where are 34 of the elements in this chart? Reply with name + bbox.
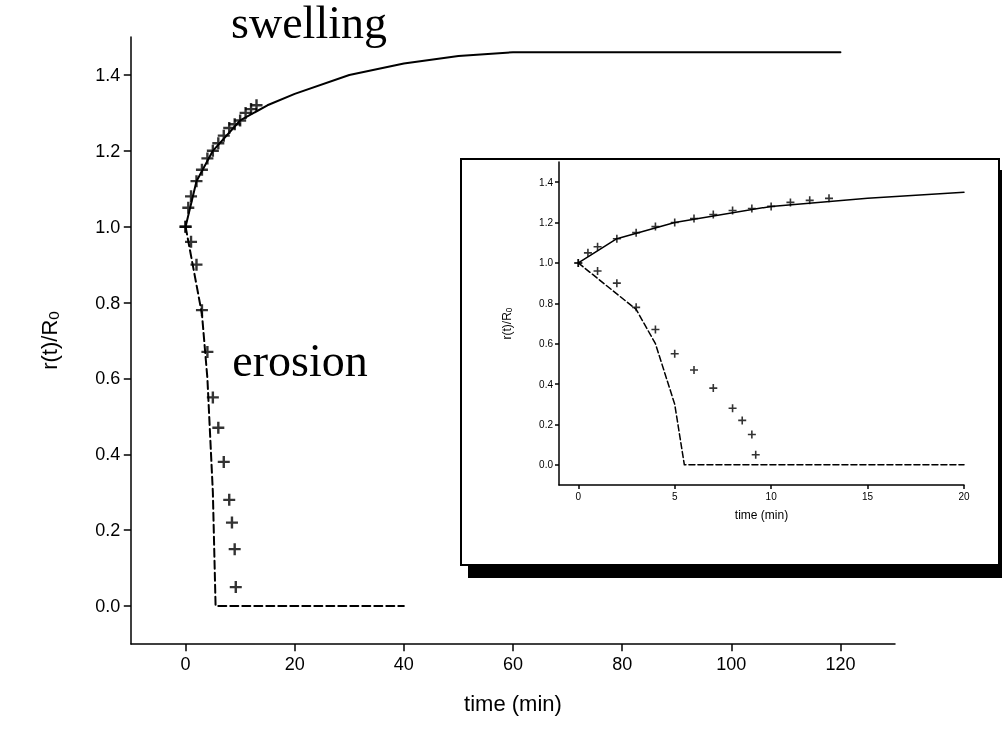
y-axis-title: r(t)/R0 bbox=[499, 307, 514, 340]
y-tick-label: 0.2 bbox=[95, 520, 121, 541]
x-tick-label: 10 bbox=[765, 490, 778, 502]
x-tick-label: 120 bbox=[825, 653, 856, 674]
y-tick-label: 0.6 bbox=[95, 368, 121, 389]
x-axis-title: time (min) bbox=[734, 508, 789, 522]
y-tick-label: 0.8 bbox=[95, 292, 121, 313]
x-tick-label: 5 bbox=[671, 490, 678, 502]
y-tick-label: 0.2 bbox=[539, 418, 554, 430]
x-axis-title: time (min) bbox=[464, 690, 562, 716]
x-tick-label: 15 bbox=[862, 490, 874, 502]
y-tick-label: 1.4 bbox=[95, 64, 121, 85]
y-tick-label: 0.4 bbox=[95, 444, 121, 465]
x-tick-label: 60 bbox=[502, 653, 524, 674]
y-tick-label: 0.0 bbox=[95, 596, 121, 617]
x-tick-label: 100 bbox=[716, 653, 747, 674]
x-tick-label: 0 bbox=[180, 653, 191, 674]
y-tick-label: 0.8 bbox=[539, 297, 554, 309]
x-tick-label: 20 bbox=[958, 490, 970, 502]
x-tick-label: 80 bbox=[612, 653, 633, 674]
x-tick-label: 40 bbox=[393, 653, 414, 674]
y-tick-label: 0.6 bbox=[539, 338, 554, 350]
y-tick-label: 1.2 bbox=[539, 217, 554, 229]
y-tick-label: 1.4 bbox=[539, 176, 554, 188]
x-tick-label: 0 bbox=[575, 490, 582, 502]
y-tick-label: 1.2 bbox=[95, 140, 121, 161]
y-tick-label: 1.0 bbox=[95, 216, 121, 237]
y-tick-label: 0.0 bbox=[539, 459, 554, 471]
y-axis-title: r(t)/R0 bbox=[36, 311, 62, 370]
annotation: swelling bbox=[231, 0, 387, 48]
y-tick-label: 1.0 bbox=[539, 257, 554, 269]
y-tick-label: 0.4 bbox=[539, 378, 554, 390]
annotation: erosion bbox=[232, 334, 368, 386]
x-tick-label: 20 bbox=[284, 653, 305, 674]
